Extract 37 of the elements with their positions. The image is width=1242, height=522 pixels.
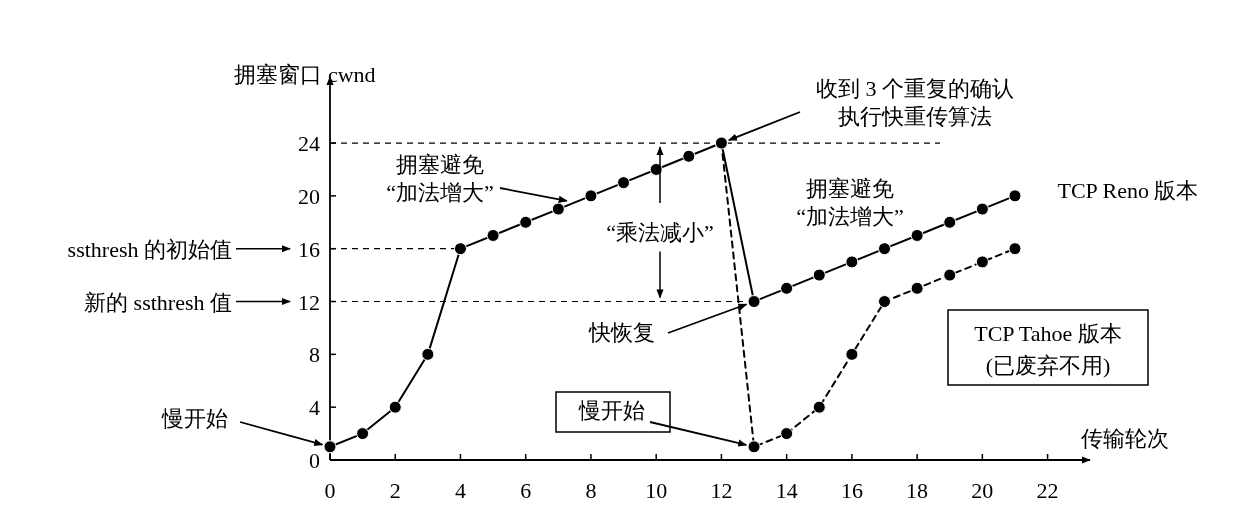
- annotation: “加法增大”: [386, 180, 494, 205]
- x-tick-label: 14: [775, 478, 798, 503]
- y-axis-title: 拥塞窗口 cwnd: [234, 62, 376, 87]
- annotation: 快恢复: [589, 303, 748, 345]
- y-tick-label: 24: [298, 131, 320, 157]
- annotation: 拥塞避免: [806, 176, 894, 201]
- text: TCP Tahoe 版本: [974, 321, 1122, 346]
- x-tick-label: 4: [454, 478, 466, 503]
- annotation: 执行快重传算法: [838, 104, 992, 129]
- y-tick-label: 16: [298, 236, 320, 262]
- annotation: 快恢复: [588, 320, 655, 345]
- x-tick-label: 16: [840, 478, 863, 503]
- y-tick-label: 0: [309, 448, 320, 473]
- annotation: 慢开始: [578, 398, 645, 423]
- y-tick-label: 20: [298, 183, 320, 209]
- x-tick-label: 20: [971, 478, 994, 503]
- x-tick-label: 10: [645, 478, 668, 503]
- annotation: 慢开始: [555, 391, 748, 447]
- annotation: “乘法减小”: [606, 220, 714, 245]
- x-tick-label: 12: [710, 478, 733, 503]
- x-tick-label: 8: [585, 478, 597, 503]
- annotation: ssthresh 的初始值: [67, 236, 291, 262]
- annotation: 收到 3 个重复的确认: [816, 76, 1014, 101]
- series-label: TCP Reno 版本: [1057, 178, 1199, 203]
- annotation: 新的 ssthresh 值: [84, 289, 291, 315]
- annotation: 拥塞避免: [396, 152, 484, 177]
- x-tick-label: 6: [520, 478, 532, 503]
- y-tick-label: 4: [309, 395, 320, 421]
- y-tick-label: 12: [298, 289, 320, 315]
- x-axis-title: 传输轮次: [1081, 426, 1169, 451]
- annotation: 慢开始: [161, 406, 228, 431]
- x-tick-label: 2: [389, 478, 401, 503]
- x-tick-label: 22: [1036, 478, 1059, 503]
- annotation: (已废弃不用): [985, 353, 1111, 378]
- annotation: “加法增大”: [796, 204, 904, 229]
- x-tick-label: 18: [906, 478, 929, 503]
- y-tick-label: 8: [309, 342, 320, 368]
